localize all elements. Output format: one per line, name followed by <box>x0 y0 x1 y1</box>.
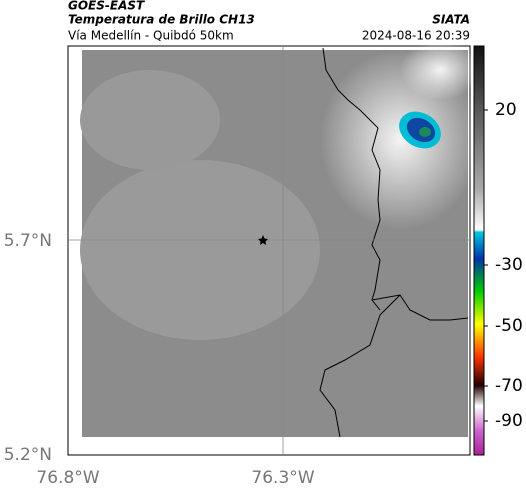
colorbar-tick-label: 20 <box>495 100 517 120</box>
colorbar-tick-label: -90 <box>495 411 523 431</box>
cloud-bright <box>400 40 480 100</box>
colorbar-tick-label: -70 <box>495 376 523 396</box>
lat-label: 5.7°N <box>4 231 52 251</box>
colorbar <box>473 45 485 456</box>
location-marker <box>258 235 268 245</box>
timestamp: 2024-08-16 20:39 <box>362 29 470 43</box>
colorbar-ticks: 20 -30 -50 -70 -90 <box>484 100 523 431</box>
title: Temperatura de Brillo CH13 <box>68 13 255 27</box>
colorbar-tick-label: -50 <box>495 316 523 336</box>
subtitle: Vía Medellín - Quibdó 50km <box>68 29 234 43</box>
cold-core <box>419 127 431 137</box>
colorbar-tick-label: -30 <box>495 255 523 275</box>
cloud-texture <box>80 70 220 170</box>
map-panel <box>67 40 480 456</box>
cloud-texture <box>80 160 320 340</box>
source: GOES-EAST <box>68 0 145 13</box>
lon-label: 76.3°W <box>251 468 314 488</box>
lon-label: 76.8°W <box>36 468 99 488</box>
border-line <box>319 47 469 438</box>
lat-label: 5.2°N <box>4 445 52 465</box>
agency: SIATA <box>432 13 470 27</box>
